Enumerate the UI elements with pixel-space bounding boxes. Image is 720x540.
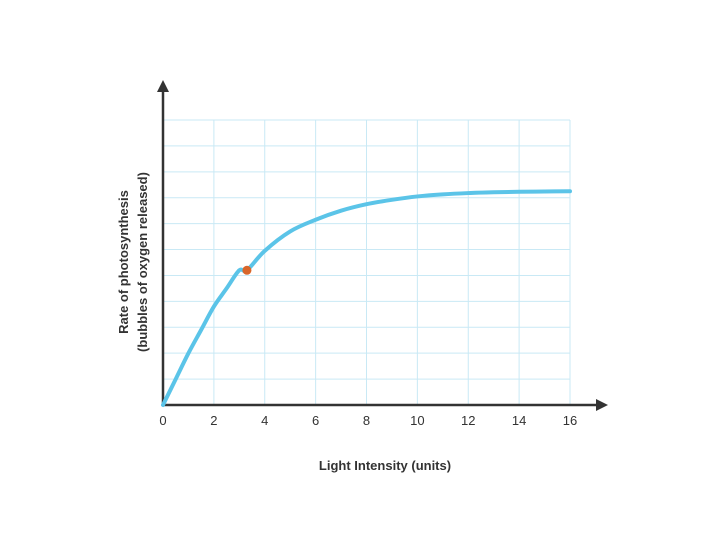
x-tick-label: 6 (312, 413, 319, 428)
highlight-point (242, 265, 252, 275)
series-line (161, 189, 572, 407)
x-tick-label: 10 (410, 413, 424, 428)
y-axis-title-line2: (bubbles of oxygen released) (135, 172, 150, 352)
x-tick-labels: 0 2 4 6 8 10 12 14 16 (159, 413, 577, 428)
x-tick-label: 14 (512, 413, 526, 428)
y-axis-arrow (157, 80, 169, 92)
grid (163, 119, 571, 405)
x-tick-label: 16 (563, 413, 577, 428)
x-axis-title: Light Intensity (units) (319, 458, 451, 473)
x-tick-label: 8 (363, 413, 370, 428)
x-tick-label: 0 (159, 413, 166, 428)
x-tick-label: 4 (261, 413, 268, 428)
axes (157, 80, 608, 411)
x-tick-label: 2 (210, 413, 217, 428)
x-axis-arrow (596, 399, 608, 411)
x-tick-label: 12 (461, 413, 475, 428)
y-axis-title-line1: Rate of photosynthesis (116, 190, 131, 334)
